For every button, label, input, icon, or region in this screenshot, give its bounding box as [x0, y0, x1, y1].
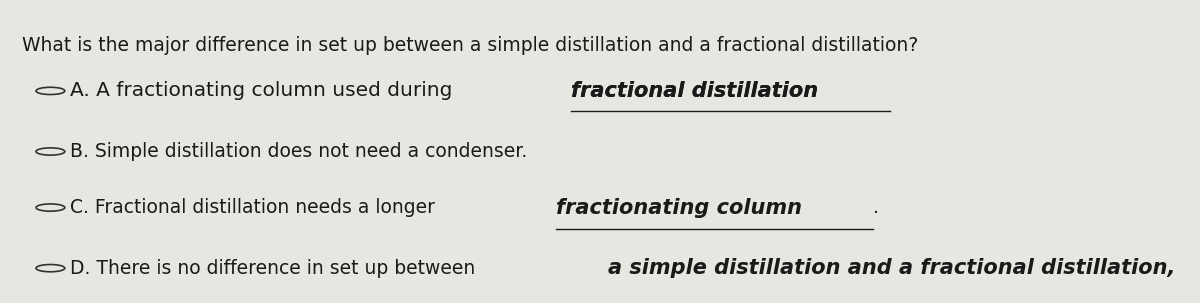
- Text: a simple distillation and a fractional distillation,: a simple distillation and a fractional d…: [608, 258, 1175, 278]
- Text: fractionating column: fractionating column: [556, 198, 802, 218]
- Text: What is the major difference in set up between a simple distillation and a fract: What is the major difference in set up b…: [22, 36, 918, 55]
- Text: B. Simple distillation does not need a condenser.: B. Simple distillation does not need a c…: [70, 142, 527, 161]
- Text: A. A fractionating column used during: A. A fractionating column used during: [70, 82, 458, 100]
- Text: fractional distillation: fractional distillation: [571, 81, 818, 101]
- Text: D. There is no difference in set up between: D. There is no difference in set up betw…: [70, 259, 487, 278]
- Text: fractional distillation: fractional distillation: [571, 81, 818, 101]
- Text: C. Fractional distillation needs a longer: C. Fractional distillation needs a longe…: [70, 198, 446, 217]
- Text: .: .: [874, 198, 880, 217]
